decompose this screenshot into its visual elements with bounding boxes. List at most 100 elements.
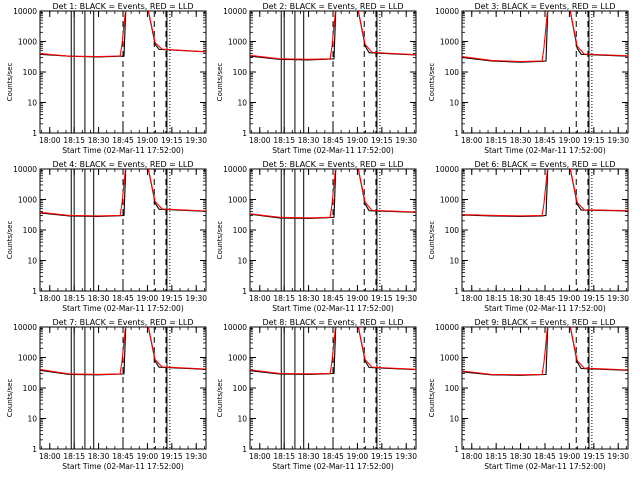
plot-area bbox=[40, 11, 206, 133]
plot-area bbox=[462, 327, 628, 449]
y-tick-label: 1000 bbox=[228, 354, 247, 363]
y-tick-label: 10 bbox=[237, 257, 247, 266]
y-tick-label: 1000 bbox=[228, 196, 247, 205]
x-tick-label: 19:15 bbox=[583, 452, 605, 461]
y-axis-label: Counts/sec bbox=[428, 63, 436, 102]
y-tick-label: 1000 bbox=[18, 196, 37, 205]
x-tick-label: 18:45 bbox=[112, 136, 134, 145]
panel-title: Det 2: BLACK = Events, RED = LLD bbox=[263, 2, 404, 11]
x-tick-label: 19:00 bbox=[347, 136, 369, 145]
y-tick-label: 10 bbox=[449, 415, 459, 424]
y-tick-label: 100 bbox=[233, 68, 248, 77]
y-tick-label: 10000 bbox=[13, 7, 37, 16]
events-series-line bbox=[462, 11, 628, 63]
lld-series-line bbox=[462, 11, 628, 63]
y-tick-label: 10000 bbox=[435, 165, 459, 174]
plot-area bbox=[40, 169, 206, 291]
x-tick-label: 18:45 bbox=[322, 294, 344, 303]
x-tick-label: 18:00 bbox=[39, 294, 61, 303]
y-axis-label: Counts/sec bbox=[6, 63, 14, 102]
panel-title: Det 5: BLACK = Events, RED = LLD bbox=[263, 160, 404, 169]
y-tick-label: 10000 bbox=[435, 323, 459, 332]
x-tick-label: 19:15 bbox=[371, 452, 393, 461]
x-tick-label: 19:30 bbox=[607, 294, 629, 303]
y-tick-label: 1000 bbox=[228, 38, 247, 47]
panel-title: Det 9: BLACK = Events, RED = LLD bbox=[475, 318, 616, 327]
x-tick-label: 18:00 bbox=[249, 294, 271, 303]
x-tick-label: 19:00 bbox=[559, 294, 581, 303]
x-tick-label: 18:45 bbox=[112, 452, 134, 461]
x-axis-label: Start Time (02-Mar-11 17:52:00) bbox=[484, 146, 606, 155]
y-tick-label: 10000 bbox=[223, 7, 247, 16]
y-tick-label: 1000 bbox=[440, 196, 459, 205]
x-tick-label: 18:15 bbox=[485, 452, 507, 461]
y-tick-label: 100 bbox=[445, 226, 460, 235]
x-tick-label: 19:15 bbox=[161, 294, 183, 303]
y-tick-label: 100 bbox=[445, 384, 460, 393]
x-tick-label: 18:15 bbox=[273, 294, 295, 303]
x-tick-label: 18:30 bbox=[510, 452, 532, 461]
panel-det-4: 1 10 100 1000 10000 18:00 18:15 18:30 18:45 19:00… bbox=[6, 160, 207, 313]
y-tick-label: 10000 bbox=[13, 323, 37, 332]
x-tick-label: 19:30 bbox=[607, 136, 629, 145]
x-tick-label: 18:45 bbox=[322, 452, 344, 461]
x-axis-label: Start Time (02-Mar-11 17:52:00) bbox=[272, 146, 394, 155]
y-tick-label: 1 bbox=[242, 129, 247, 138]
panel-det-7: 1 10 100 1000 10000 18:00 18:15 18:30 18:45 19:00… bbox=[6, 318, 207, 471]
plot-area bbox=[250, 327, 416, 449]
x-tick-label: 19:00 bbox=[559, 136, 581, 145]
x-tick-label: 18:45 bbox=[112, 294, 134, 303]
x-tick-label: 19:15 bbox=[583, 294, 605, 303]
y-axis-label: Counts/sec bbox=[6, 379, 14, 418]
y-tick-label: 100 bbox=[233, 226, 248, 235]
panel-det-2: 1 10 100 1000 10000 18:00 18:15 18:30 18:45 19:00… bbox=[216, 2, 417, 155]
lld-series-line bbox=[40, 169, 206, 217]
x-tick-label: 19:15 bbox=[161, 452, 183, 461]
panel-det-1: 1 10 100 1000 10000 18:00 18:15 18:30 18:45 19:00… bbox=[6, 2, 207, 155]
panel-det-5: 1 10 100 1000 10000 18:00 18:15 18:30 18:45 19:00… bbox=[216, 160, 417, 313]
x-tick-label: 18:30 bbox=[510, 294, 532, 303]
x-tick-label: 18:45 bbox=[534, 136, 556, 145]
plot-area bbox=[40, 327, 206, 449]
y-tick-label: 100 bbox=[445, 68, 460, 77]
y-tick-label: 10000 bbox=[223, 165, 247, 174]
x-tick-label: 19:30 bbox=[185, 294, 207, 303]
lld-series-line bbox=[462, 327, 628, 376]
y-tick-label: 10 bbox=[237, 99, 247, 108]
x-axis-label: Start Time (02-Mar-11 17:52:00) bbox=[62, 146, 184, 155]
y-axis-label: Counts/sec bbox=[428, 221, 436, 260]
plot-area bbox=[250, 11, 416, 133]
x-tick-label: 18:30 bbox=[298, 294, 320, 303]
x-tick-label: 18:00 bbox=[39, 452, 61, 461]
plot-frame bbox=[461, 326, 629, 450]
x-tick-label: 18:45 bbox=[322, 136, 344, 145]
x-tick-label: 19:00 bbox=[137, 452, 159, 461]
y-tick-label: 10 bbox=[449, 99, 459, 108]
x-tick-label: 18:30 bbox=[510, 136, 532, 145]
y-tick-label: 1 bbox=[242, 445, 247, 454]
plot-frame bbox=[461, 10, 629, 134]
x-tick-label: 19:30 bbox=[395, 452, 417, 461]
lld-series-line bbox=[250, 327, 416, 375]
x-tick-label: 19:15 bbox=[371, 294, 393, 303]
y-tick-label: 1000 bbox=[440, 354, 459, 363]
x-tick-label: 18:30 bbox=[88, 294, 110, 303]
panel-det-9: 1 10 100 1000 10000 18:00 18:15 18:30 18:45 19:00… bbox=[428, 318, 629, 471]
y-tick-label: 100 bbox=[233, 384, 248, 393]
x-tick-label: 19:15 bbox=[161, 136, 183, 145]
x-tick-label: 18:15 bbox=[63, 136, 85, 145]
x-axis-label: Start Time (02-Mar-11 17:52:00) bbox=[484, 304, 606, 313]
x-tick-label: 19:00 bbox=[137, 136, 159, 145]
y-axis-label: Counts/sec bbox=[6, 221, 14, 260]
x-tick-label: 19:00 bbox=[347, 294, 369, 303]
lld-series-line bbox=[462, 169, 628, 217]
panel-det-6: 1 10 100 1000 10000 18:00 18:15 18:30 18:45 19:00… bbox=[428, 160, 629, 313]
x-tick-label: 18:15 bbox=[63, 294, 85, 303]
y-tick-label: 10 bbox=[27, 415, 37, 424]
x-tick-label: 18:30 bbox=[88, 452, 110, 461]
x-axis-label: Start Time (02-Mar-11 17:52:00) bbox=[272, 462, 394, 471]
y-axis-label: Counts/sec bbox=[428, 379, 436, 418]
y-tick-label: 10 bbox=[449, 257, 459, 266]
y-tick-label: 10000 bbox=[435, 7, 459, 16]
